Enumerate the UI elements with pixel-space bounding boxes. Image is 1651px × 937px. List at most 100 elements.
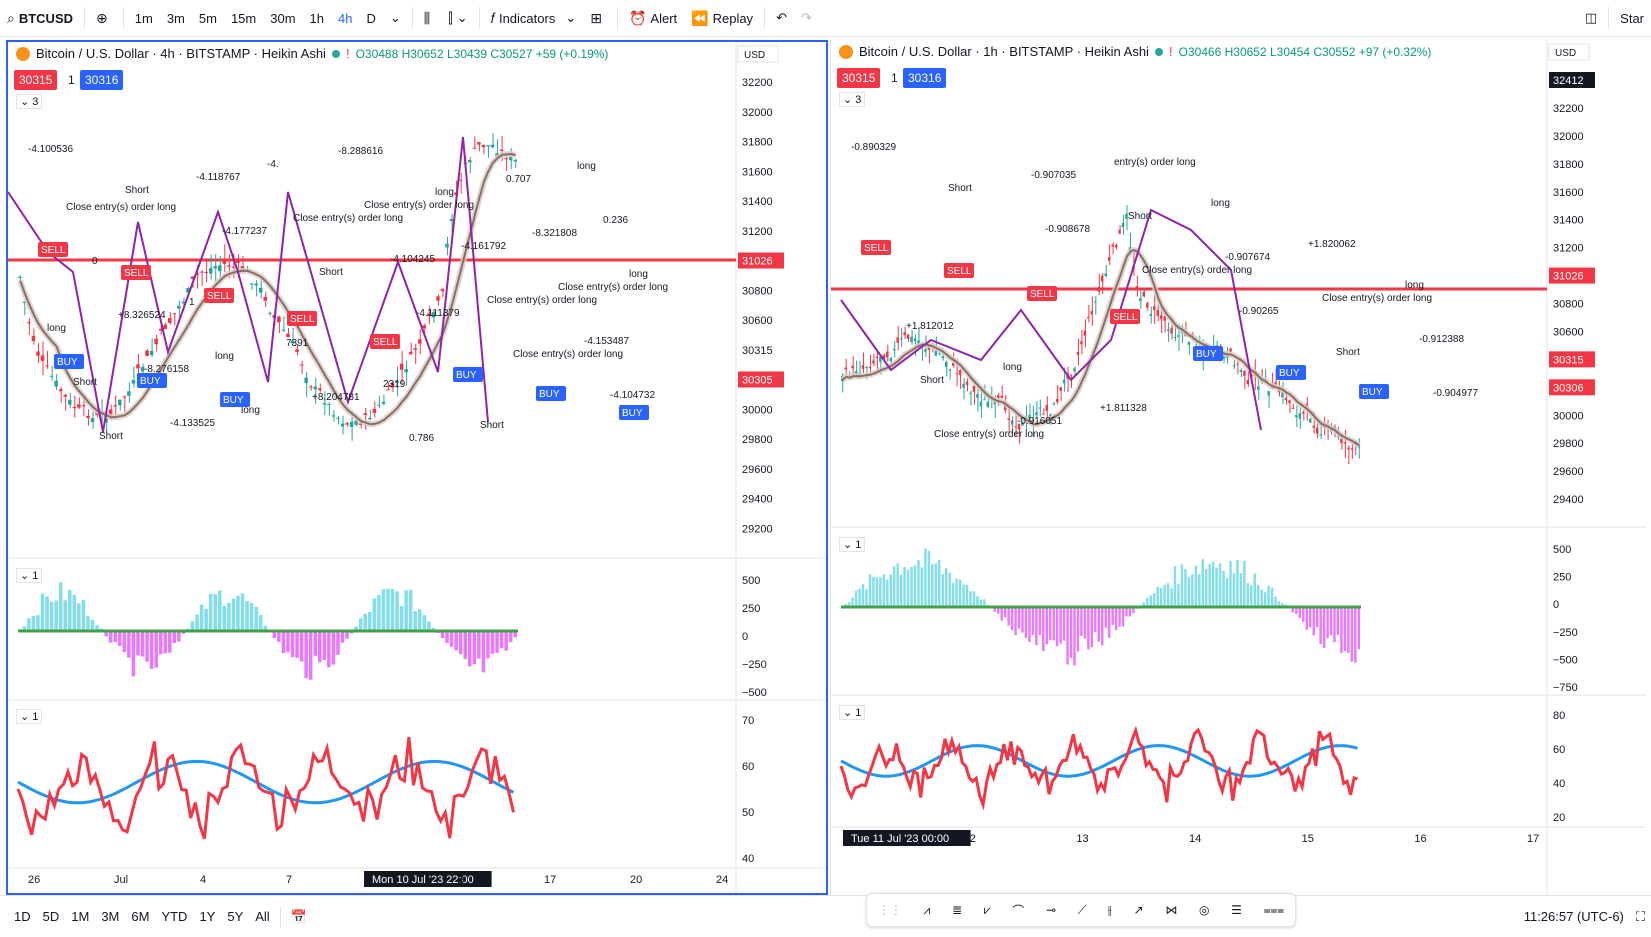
sell-price-chip[interactable]: 30315 — [14, 70, 58, 90]
xabcd-icon[interactable]: ⋈ — [1165, 903, 1178, 917]
fib-tool-icon[interactable]: ≣ — [952, 903, 963, 917]
candle-body — [458, 179, 463, 181]
undo-button[interactable]: ↶ — [769, 0, 794, 36]
collapse-indicators-osc1[interactable]: ⌄ 1 — [16, 568, 43, 583]
spread-label: 1 — [891, 71, 898, 85]
pattern-tool-icon[interactable]: ⩘ — [923, 902, 931, 917]
collapse-indicators-main[interactable]: ⌄ 3 — [839, 92, 866, 107]
interval-dropdown[interactable]: ⌄ — [383, 0, 408, 36]
replay-button[interactable]: ⏪ Replay — [684, 0, 760, 36]
interval-d[interactable]: D — [366, 10, 376, 26]
candle-body — [1173, 336, 1177, 338]
range-5y[interactable]: 5Y — [227, 909, 244, 924]
histogram-bar — [934, 563, 938, 607]
candle-body — [1121, 222, 1125, 228]
range-5d[interactable]: 5D — [42, 909, 60, 924]
candle-body — [1281, 392, 1284, 398]
histogram-bar — [1059, 607, 1062, 644]
abcd-tool-icon[interactable]: ⩗ — [983, 902, 991, 917]
bar-style-button[interactable]: ⫼ — [417, 0, 441, 36]
histogram-bar — [979, 599, 983, 607]
ray-icon[interactable]: ↗ — [1133, 903, 1144, 917]
clock-label[interactable]: 11:26:57 (UTC-6) — [1523, 909, 1624, 924]
interval-1m[interactable]: 1m — [134, 10, 153, 26]
interval-30m[interactable]: 30m — [270, 10, 296, 26]
candle-body — [1059, 387, 1062, 391]
right-chart-pane[interactable]: 32412 32200 32000 31800 31600 31400 31200 31026… — [830, 40, 1646, 895]
symbol-search[interactable]: ⌕ BTCUSD — [0, 0, 80, 36]
strategy-annotation: -4.153487 — [584, 336, 629, 347]
price-tag-bg — [1549, 72, 1595, 88]
alert-button[interactable]: ⏰ Alert — [622, 0, 684, 36]
compare-button[interactable]: ⊕ — [89, 0, 119, 36]
histogram-bar — [1350, 607, 1354, 662]
candle-body — [1111, 244, 1114, 247]
candle-body — [445, 243, 449, 248]
histogram-bar — [490, 631, 495, 654]
right-title: Bitcoin / U.S. Dollar · 1h · BITSTAMP · … — [859, 44, 1149, 59]
range-ytd[interactable]: YTD — [161, 909, 188, 924]
histogram-bar — [127, 631, 131, 658]
buy-price-chip[interactable]: 30316 — [80, 70, 124, 90]
fib-channel-icon[interactable]: ☰ — [1231, 903, 1242, 917]
candle-body — [231, 266, 236, 268]
collapse-indicators-osc1[interactable]: ⌄ 1 — [839, 537, 866, 552]
histogram-bar — [1215, 567, 1218, 607]
collapse-indicators-osc2[interactable]: ⌄ 1 — [16, 709, 43, 724]
histogram-bar — [1087, 607, 1090, 650]
histogram-bar — [1149, 595, 1152, 607]
gann-icon[interactable]: ⩶ — [1263, 902, 1285, 917]
horizontal-line-icon[interactable]: ⊸ — [1046, 903, 1057, 917]
strategy-annotation: Close entry(s) order long — [934, 429, 1044, 440]
fullscreen-button[interactable]: ⛶ — [1630, 909, 1651, 925]
templates-button[interactable]: ⊞ — [583, 0, 613, 36]
spiral-icon[interactable]: ◎ — [1198, 903, 1210, 917]
interval-1h[interactable]: 1h — [309, 10, 324, 26]
buy-price-chip[interactable]: 30316 — [903, 68, 947, 88]
collapse-indicators-main[interactable]: ⌄ 3 — [16, 94, 43, 109]
range-1d[interactable]: 1D — [14, 909, 31, 924]
chart-type-button[interactable]: ⫿ ⌄ — [441, 0, 474, 36]
signal-bg — [204, 288, 234, 303]
left-chart-pane[interactable]: 32200 32000 31800 31600 31400 31200 31026 30800… — [6, 40, 828, 895]
range-all[interactable]: All — [255, 909, 270, 924]
star-button[interactable]: Star — [1620, 10, 1644, 26]
histogram-bar — [513, 631, 517, 638]
pitchfork-icon[interactable]: ⫲ — [1107, 902, 1112, 917]
histogram-bar — [951, 583, 955, 607]
interval-5m[interactable]: 5m — [198, 10, 217, 26]
time-axis-label: Tue 11 Jul '23 00:00 — [851, 833, 949, 845]
signal-label: BUY — [456, 370, 477, 381]
osc2-axis-label: 60 — [742, 761, 754, 773]
interval-3m[interactable]: 3m — [166, 10, 185, 26]
strategy-annotation: 7391 — [286, 338, 309, 349]
interval-4h[interactable]: 4h — [338, 10, 353, 26]
candle-body — [181, 301, 186, 304]
range-1m[interactable]: 1M — [71, 909, 90, 924]
candle-body — [108, 409, 113, 416]
drag-handle-icon[interactable]: ⋮⋮ — [877, 903, 902, 917]
goto-date-button[interactable]: 📅 — [285, 909, 313, 925]
redo-button[interactable]: ↷ — [794, 0, 819, 36]
range-1y[interactable]: 1Y — [199, 909, 216, 924]
range-3m[interactable]: 3M — [101, 909, 120, 924]
sell-price-chip[interactable]: 30315 — [837, 68, 881, 88]
indicators-button[interactable]: 𝑓 Indicators ⌄ — [484, 0, 584, 36]
indicator-count: 1 — [32, 711, 39, 723]
histogram-bar — [222, 605, 227, 631]
candle-body — [1149, 313, 1152, 316]
curve-tool-icon[interactable]: ⌒ — [1012, 903, 1025, 918]
layout-button[interactable]: ◫ — [1578, 0, 1604, 36]
trend-line-icon[interactable]: ⟋ — [1077, 902, 1087, 917]
collapse-indicators-osc2[interactable]: ⌄ 1 — [839, 705, 866, 720]
histogram-bar — [163, 631, 167, 654]
interval-15m[interactable]: 15m — [230, 10, 257, 26]
candle-body — [45, 365, 49, 367]
histogram-bar — [1309, 607, 1312, 628]
histogram-bar — [481, 631, 486, 673]
histogram-bar — [1069, 607, 1073, 658]
left-chart-canvas[interactable]: 3220032000318003160031400312003102630800… — [8, 42, 826, 893]
range-6m[interactable]: 6M — [131, 909, 150, 924]
candle-body — [436, 296, 440, 301]
right-chart-canvas[interactable]: 3241232200320003180031600314003120031026… — [831, 40, 1646, 895]
